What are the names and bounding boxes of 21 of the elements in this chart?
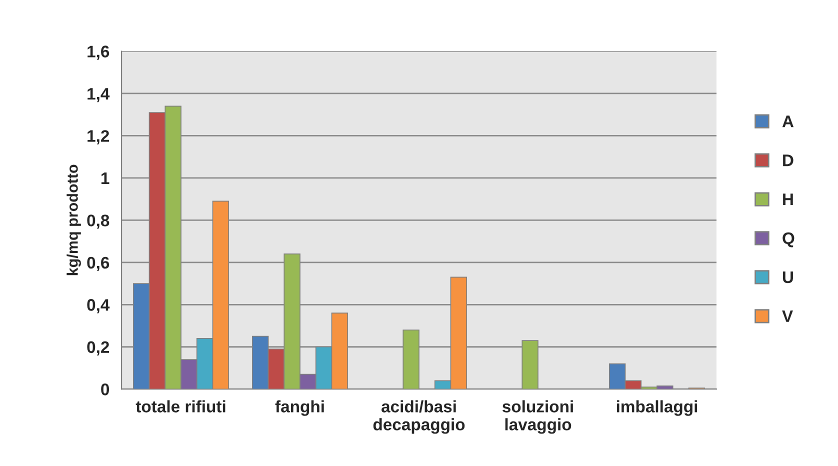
legend-label: U — [782, 272, 793, 284]
y-tick-label: 1,4 — [88, 88, 110, 102]
legend-label: Q — [782, 232, 794, 248]
y-tick-label: 0,8 — [87, 214, 110, 229]
x-tick-label: imballaggi — [616, 400, 698, 416]
y-tick-label: 0,6 — [87, 256, 110, 272]
y-axis-title: kg/mq prodotto — [66, 164, 81, 276]
legend-label: D — [783, 154, 794, 166]
y-tick-label: 1 — [101, 172, 110, 184]
x-tick-label: fanghi — [275, 400, 324, 416]
legend-label: H — [783, 194, 793, 206]
y-tick-label: 0 — [101, 384, 110, 396]
legend-label: V — [782, 310, 793, 322]
y-tick-label: 0,2 — [87, 341, 110, 356]
y-tick-label: 0,4 — [87, 299, 110, 314]
legend-label: A — [782, 116, 794, 128]
y-tick-label: 1,6 — [88, 46, 110, 60]
y-tick-label: 1,2 — [88, 130, 110, 144]
x-tick-label: acidi/basi decapaggio — [373, 400, 465, 434]
x-tick-label: soluzioni lavaggio — [502, 400, 573, 434]
x-tick-label: totale rifiuti — [136, 400, 226, 412]
